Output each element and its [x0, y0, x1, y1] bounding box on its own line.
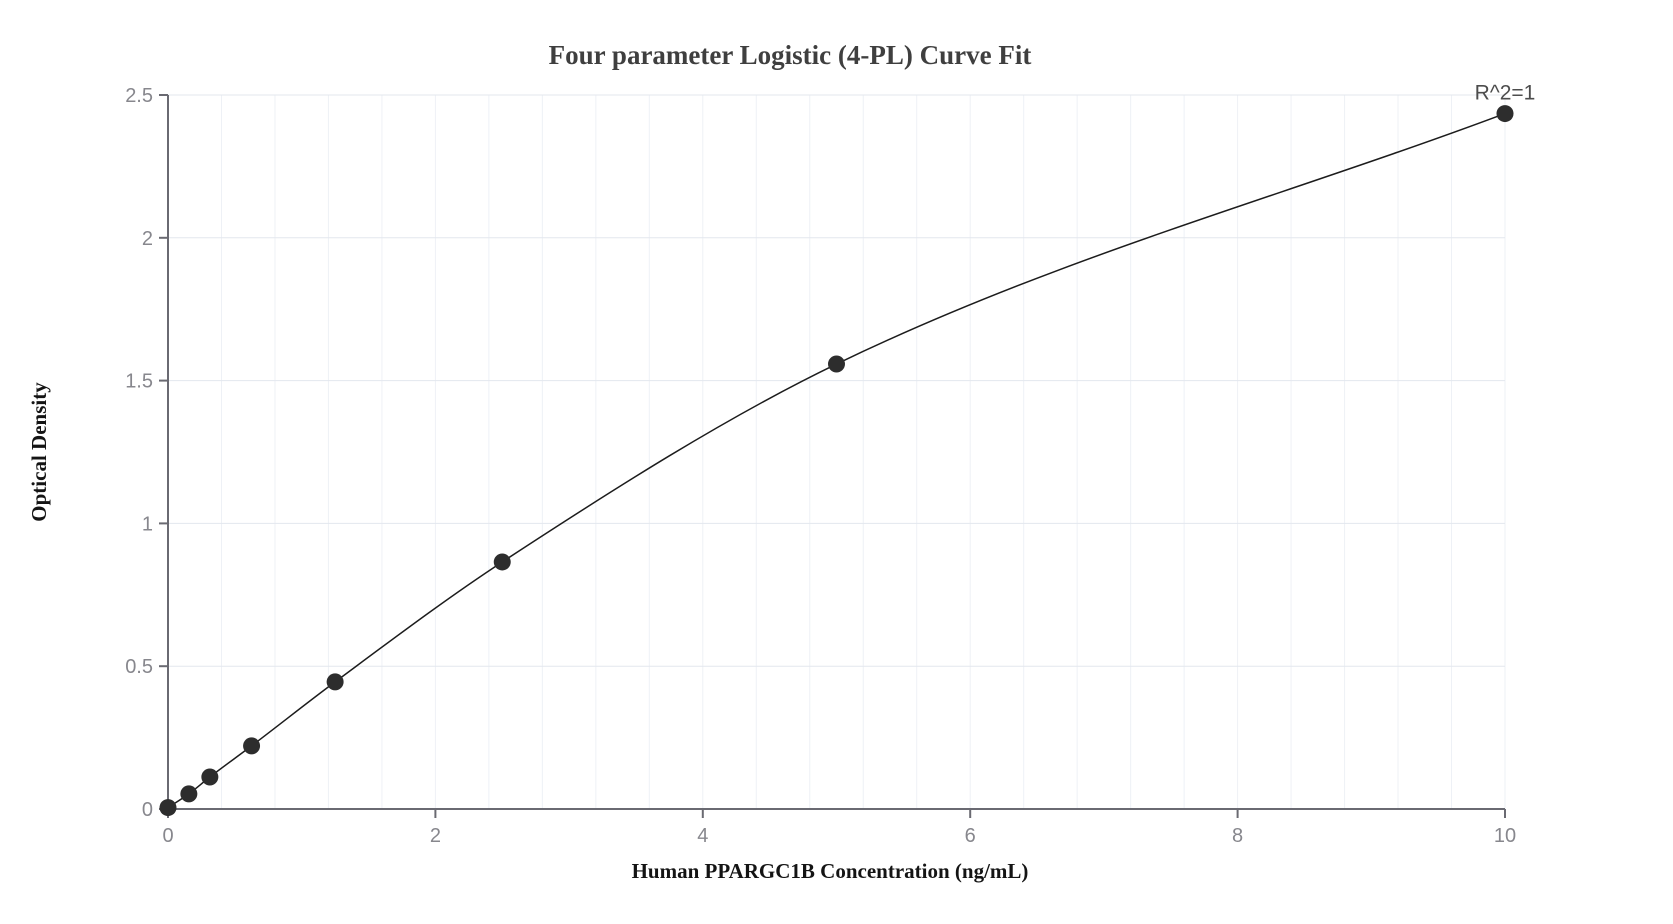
x-tick-label: 10 — [1494, 825, 1516, 847]
y-tick-label: 1.5 — [125, 371, 153, 393]
data-points — [159, 105, 1514, 817]
data-point — [201, 768, 219, 786]
y-axis-ticks: 0 0.5 1 1.5 2 2.5 — [125, 85, 168, 821]
y-tick-label: 2 — [142, 228, 153, 250]
x-axis-ticks: 0 2 4 6 8 10 — [162, 809, 1516, 847]
x-axis-title: Human PPARGC1B Concentration (ng/mL) — [632, 859, 1029, 883]
x-tick-label: 6 — [965, 825, 976, 847]
data-point — [493, 553, 511, 571]
data-point — [828, 355, 845, 373]
x-tick-label: 8 — [1232, 825, 1243, 847]
data-point — [326, 673, 344, 691]
y-tick-label: 0 — [142, 799, 153, 821]
y-tick-label: 2.5 — [125, 85, 153, 107]
chart-title: Four parameter Logistic (4-PL) Curve Fit — [549, 40, 1032, 70]
data-point — [243, 737, 261, 755]
y-tick-label: 0.5 — [125, 656, 153, 678]
y-tick-label: 1 — [142, 513, 153, 535]
x-tick-label: 2 — [430, 825, 441, 847]
x-tick-label: 4 — [697, 825, 708, 847]
data-point — [180, 785, 198, 803]
y-axis-title: Optical Density — [27, 382, 51, 522]
data-point — [159, 799, 177, 817]
vertical-gridlines — [167, 95, 1506, 809]
data-point — [1496, 105, 1514, 123]
r-squared-annotation: R^2=1 — [1475, 82, 1536, 105]
horizontal-gridlines — [168, 94, 1505, 667]
axes — [167, 95, 1505, 810]
fit-curve — [167, 112, 1506, 809]
x-tick-label: 0 — [162, 825, 173, 847]
